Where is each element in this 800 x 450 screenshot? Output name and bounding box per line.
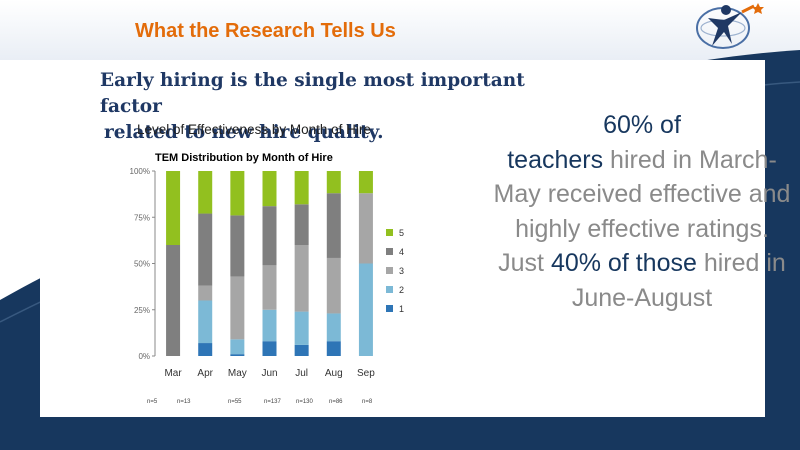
bar-segment: [358, 171, 373, 194]
x-category-label: Jun: [261, 368, 277, 379]
bar-segment: [230, 215, 245, 277]
bar-segment: [198, 343, 213, 356]
headline: Early hiring is the single most importan…: [100, 68, 580, 146]
stat-40-percent: 40% of those: [550, 249, 697, 277]
bar-segment: [230, 171, 245, 216]
y-tick-label: 25%: [134, 306, 150, 315]
sample-size-label: n=130: [296, 399, 314, 405]
legend-label: 2: [399, 285, 404, 295]
bar-segment: [262, 341, 277, 356]
bar-segment: [294, 245, 309, 312]
sample-size-label: n=8: [362, 399, 373, 405]
x-category-label: Aug: [325, 368, 343, 379]
bar-segment: [294, 171, 309, 205]
chart-title: TEM Distribution by Month of Hire: [155, 152, 333, 164]
x-category-label: Jul: [295, 368, 308, 379]
bar-segment: [198, 171, 213, 214]
bar-segment: [262, 265, 277, 310]
y-tick-label: 50%: [134, 260, 150, 269]
legend-label: 5: [399, 228, 404, 238]
headline-line-1: Early hiring is the single most importan…: [100, 70, 525, 117]
y-tick-label: 100%: [130, 167, 150, 176]
bar-segment: [358, 193, 373, 264]
bar-segment: [326, 313, 341, 342]
bar-segment: [198, 300, 213, 344]
content-panel: Early hiring is the single most importan…: [40, 60, 790, 417]
x-category-label: Mar: [164, 368, 182, 379]
bar-segment: [166, 171, 181, 245]
bar-segment: [262, 206, 277, 266]
bar-segment: [294, 344, 309, 356]
legend-swatch: [386, 267, 393, 274]
sample-size-label: n=137: [264, 399, 282, 405]
bar-segment: [326, 171, 341, 194]
legend-label: 3: [399, 266, 404, 276]
legend-label: 4: [399, 247, 404, 257]
bar-segment: [262, 171, 277, 207]
legend-swatch: [386, 248, 393, 255]
legend-swatch: [386, 305, 393, 312]
stat-60-percent: 60% of: [603, 111, 681, 139]
bar-segment: [262, 309, 277, 342]
stat-body-1: hired in March-May received effective an…: [493, 145, 791, 278]
bar-segment: [230, 354, 245, 356]
headline-line-2: related to new hire quality.: [104, 122, 384, 143]
slide-title: What the Research Tells Us: [135, 20, 396, 42]
bar-segment: [326, 341, 341, 356]
logo-icon: [696, 3, 764, 49]
side-statement: 60% of teachers hired in March-May receiv…: [492, 108, 792, 315]
stat-body-2: hired in June-August: [571, 249, 786, 312]
bar-segment: [166, 245, 181, 356]
bar-segment: [230, 339, 245, 355]
legend-swatch: [386, 286, 393, 293]
x-category-label: Sep: [357, 368, 375, 379]
title-band: [0, 0, 800, 60]
y-tick-label: 0%: [138, 352, 150, 361]
bar-segment: [294, 204, 309, 245]
bar-segment: [326, 257, 341, 314]
legend-swatch: [386, 229, 393, 236]
bar-segment: [230, 276, 245, 340]
bar-segment: [198, 285, 213, 301]
legend-label: 1: [399, 304, 404, 314]
bar-segment: [326, 193, 341, 258]
chart-caption: Level of Effectiveness by Month of Hire: [137, 122, 371, 137]
y-tick-label: 75%: [134, 213, 150, 222]
stat-teachers: teachers: [507, 145, 604, 174]
bar-segment: [294, 311, 309, 345]
stacked-bar-chart: TEM Distribution by Month of Hire 100% 75%…: [130, 152, 404, 405]
x-category-label: Apr: [197, 368, 213, 379]
bar-segment: [198, 213, 213, 286]
x-category-label: May: [228, 368, 247, 379]
sample-size-label: n=13: [177, 399, 191, 405]
bar-segment: [358, 263, 373, 356]
sample-size-label: n=86: [329, 399, 343, 405]
sample-size-label: n=5: [147, 399, 158, 405]
sample-size-label: n=55: [228, 399, 242, 405]
